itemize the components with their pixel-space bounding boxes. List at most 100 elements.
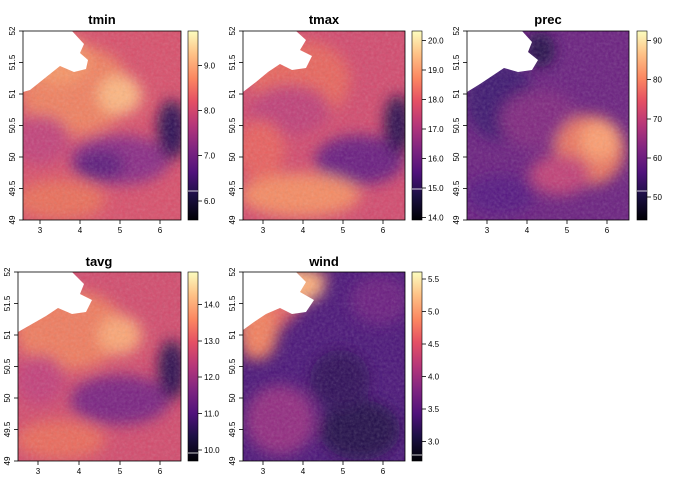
colorbar-wind: 3.0 3.5 4.0 4.5 5.0 5.5 (411, 271, 440, 462)
colorbar-prec: 50 60 70 80 90 (636, 30, 662, 221)
x-tick-label: 3 (38, 226, 43, 235)
x-axis-wind: 3 4 5 6 (261, 461, 386, 476)
y-tick-label: 51.5 (452, 54, 461, 70)
y-tick-label: 49 (3, 456, 12, 465)
y-tick-label: 50.5 (8, 117, 17, 133)
panel-tmin: tmin 3 4 5 6 49 (8, 12, 216, 235)
y-tick-label: 49 (452, 215, 461, 224)
y-tick-label: 50.5 (228, 117, 237, 133)
panel-tmax: tmax 3 4 5 6 49 49.5 50 (228, 12, 444, 235)
y-axis-tmin: 49 49.5 50 50.5 51 51.5 52 (8, 26, 23, 224)
panel-title-tmax: tmax (309, 12, 340, 27)
y-tick-label: 50 (3, 393, 12, 402)
x-tick-label: 3 (36, 467, 41, 476)
panel-title-prec: prec (534, 12, 561, 27)
panel-wind: wind 3 4 5 6 49 49.5 (228, 254, 440, 476)
y-tick-label: 50 (452, 152, 461, 161)
x-tick-label: 5 (118, 226, 123, 235)
panel-tavg: tavg 3 4 5 6 49 49.5 50 (3, 254, 220, 476)
y-tick-label: 52 (8, 26, 17, 35)
x-tick-label: 3 (485, 226, 490, 235)
x-tick-label: 4 (301, 226, 306, 235)
x-tick-label: 5 (565, 226, 570, 235)
colorbar-tick-label: 80 (653, 76, 662, 85)
colorbar-tick-label: 7.0 (204, 152, 216, 161)
panel-title-wind: wind (308, 254, 339, 269)
y-tick-label: 51 (228, 330, 237, 339)
x-tick-label: 4 (77, 467, 82, 476)
x-tick-label: 4 (78, 226, 83, 235)
colorbar-tick-label: 16.0 (428, 155, 444, 164)
y-tick-label: 51 (228, 89, 237, 98)
colorbar-tick-label: 3.0 (428, 438, 440, 447)
x-axis-prec: 3 4 5 6 (485, 220, 610, 235)
y-tick-label: 52 (228, 26, 237, 35)
x-tick-label: 4 (301, 467, 306, 476)
y-axis-tavg: 49 49.5 50 50.5 51 51.5 52 (3, 267, 18, 465)
y-tick-label: 50 (228, 393, 237, 402)
y-tick-label: 50 (8, 152, 17, 161)
y-tick-label: 49.5 (452, 180, 461, 196)
y-tick-label: 51.5 (228, 295, 237, 311)
colorbar-tick-label: 15.0 (428, 184, 444, 193)
colorbar-tick-label: 14.0 (428, 214, 444, 223)
x-tick-label: 6 (158, 226, 163, 235)
colorbar-tick-label: 18.0 (428, 96, 444, 105)
y-tick-label: 49.5 (228, 421, 237, 437)
y-tick-label: 49.5 (8, 180, 17, 196)
colorbar-tick-label: 4.5 (428, 340, 440, 349)
x-axis-tmax: 3 4 5 6 (261, 220, 386, 235)
raster-tmin (23, 31, 181, 220)
y-axis-prec: 49 49.5 50 50.5 51 51.5 52 (452, 26, 467, 224)
y-tick-label: 51.5 (3, 295, 12, 311)
x-tick-label: 6 (605, 226, 610, 235)
panel-prec: prec 3 4 5 6 49 49.5 (452, 12, 662, 235)
colorbar-tmin: 6.0 7.0 8.0 9.0 (187, 30, 216, 221)
colorbar-tick-label: 9.0 (204, 62, 216, 71)
x-tick-label: 5 (341, 467, 346, 476)
colorbar-tick-label: 70 (653, 115, 662, 124)
panel-title-tavg: tavg (86, 254, 113, 269)
x-tick-label: 3 (261, 226, 266, 235)
y-tick-label: 49 (8, 215, 17, 224)
y-tick-label: 49 (228, 215, 237, 224)
y-tick-label: 49 (228, 456, 237, 465)
y-tick-label: 51 (3, 330, 12, 339)
colorbar-tick-label: 5.5 (428, 275, 440, 284)
y-tick-label: 50.5 (228, 358, 237, 374)
colorbar-tick-label: 4.0 (428, 373, 440, 382)
colorbar-tick-label: 11.0 (204, 410, 220, 419)
y-tick-label: 51.5 (228, 54, 237, 70)
x-tick-label: 6 (381, 467, 386, 476)
colorbar-tavg: 10.0 11.0 12.0 13.0 14.0 (187, 271, 220, 462)
x-tick-label: 6 (381, 226, 386, 235)
colorbar-tick-label: 12.0 (204, 373, 220, 382)
x-tick-label: 3 (261, 467, 266, 476)
x-tick-label: 6 (158, 467, 163, 476)
colorbar-tmax: 14.0 15.0 16.0 17.0 18.0 19.0 20.0 (411, 30, 444, 223)
y-axis-tmax: 49 49.5 50 50.5 51 51.5 52 (228, 26, 243, 224)
colorbar-tick-label: 13.0 (204, 337, 220, 346)
y-tick-label: 49.5 (228, 180, 237, 196)
x-axis-tavg: 3 4 5 6 (36, 461, 163, 476)
y-tick-label: 51 (452, 89, 461, 98)
x-tick-label: 4 (525, 226, 530, 235)
y-tick-label: 51.5 (8, 54, 17, 70)
colorbar-tick-label: 50 (653, 193, 662, 202)
colorbar-tick-label: 8.0 (204, 107, 216, 116)
colorbar-tick-label: 3.5 (428, 405, 440, 414)
panel-title-tmin: tmin (88, 12, 116, 27)
colorbar-tick-label: 20.0 (428, 37, 444, 46)
colorbar-tick-label: 14.0 (204, 301, 220, 310)
raster-prec (467, 31, 629, 220)
colorbar-tick-label: 17.0 (428, 125, 444, 134)
y-tick-label: 52 (3, 267, 12, 276)
y-tick-label: 50 (228, 152, 237, 161)
colorbar-tick-label: 6.0 (204, 197, 216, 206)
y-tick-label: 49.5 (3, 421, 12, 437)
x-axis-tmin: 3 4 5 6 (38, 220, 163, 235)
raster-wind (243, 272, 405, 461)
y-tick-label: 50.5 (3, 358, 12, 374)
raster-tmax (243, 31, 405, 220)
colorbar-tick-label: 10.0 (204, 446, 220, 455)
